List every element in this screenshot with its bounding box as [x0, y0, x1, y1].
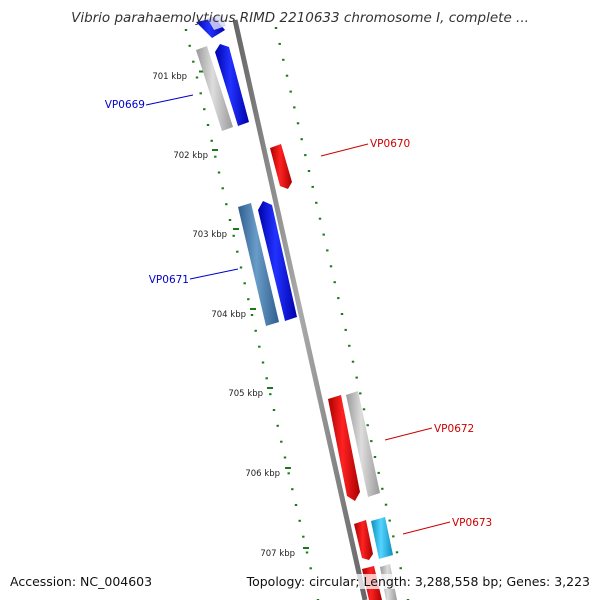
- genes-count: 3,223: [554, 574, 590, 589]
- gene-label-vp0671[interactable]: VP0671: [149, 268, 239, 286]
- gene-label-vp0669[interactable]: VP0669: [105, 94, 194, 111]
- gene-label-vp0670[interactable]: VP0670: [320, 138, 410, 157]
- length-label: Length:: [363, 574, 411, 589]
- ruler-tick-702: 702 kbp: [173, 149, 218, 161]
- ruler-tick-705: 705 kbp: [228, 387, 273, 399]
- kbp-label: 707 kbp: [260, 549, 295, 559]
- kbp-label: 704 kbp: [211, 310, 246, 320]
- gene-vp0672[interactable]: [328, 395, 360, 501]
- gene-name[interactable]: VP0672: [434, 423, 474, 435]
- backbone-line: [232, 19, 368, 600]
- ruler-tick-706: 706 kbp: [245, 467, 291, 479]
- genes-label: Genes:: [506, 574, 551, 589]
- accession-info: Accession: NC_004603: [10, 574, 153, 589]
- ruler-tick-704: 704 kbp: [211, 308, 256, 320]
- kbp-label: 703 kbp: [192, 230, 227, 240]
- kbp-label: 705 kbp: [228, 389, 263, 399]
- kbp-label: 706 kbp: [245, 469, 280, 479]
- ruler-tick-703: 703 kbp: [192, 228, 239, 240]
- gene-vp0670[interactable]: [270, 144, 292, 189]
- gene-name[interactable]: VP0673: [452, 517, 492, 529]
- kbp-label: 702 kbp: [173, 151, 208, 161]
- gene-vp0673-cog-bar: [371, 517, 393, 559]
- gene-name[interactable]: VP0669: [105, 99, 145, 111]
- accession-label: Accession:: [10, 574, 77, 589]
- gene-name[interactable]: VP0670: [370, 138, 410, 150]
- gene-name[interactable]: VP0671: [149, 274, 189, 286]
- tick-track-right: [274, 27, 410, 600]
- gene-label-vp0672[interactable]: VP0672: [384, 423, 474, 441]
- gene-vp0673[interactable]: [354, 520, 373, 560]
- length-value: 3,288,558 bp: [414, 574, 499, 589]
- gene-vp0669[interactable]: [215, 44, 249, 126]
- gene-features: [196, 15, 397, 600]
- topology-label: Topology:: [246, 574, 306, 589]
- topology-value: circular: [309, 574, 356, 589]
- tick-track-left: [184, 29, 320, 600]
- gene-vp0672-gc-bar: [346, 391, 380, 497]
- gene-top-partial[interactable]: [196, 15, 226, 38]
- map-title: Vibrio parahaemolyticus RIMD 2210633 chr…: [71, 10, 529, 26]
- accession-value: NC_004603: [80, 574, 153, 589]
- gene-labels: VP0669 VP0670 VP0671 VP0672 VP0673: [105, 94, 492, 535]
- kbp-label: 701 kbp: [152, 72, 187, 82]
- ruler-tick-707: 707 kbp: [260, 547, 309, 559]
- ruler: 701 kbp 702 kbp 703 kbp 704 kbp 705 kbp …: [152, 70, 309, 559]
- gene-vp0671-cog-bar: [238, 203, 279, 326]
- sequence-summary: Topology: circular; Length: 3,288,558 bp…: [246, 574, 590, 589]
- gene-vp0671[interactable]: [258, 201, 297, 321]
- gene-vp0669-gc-bar: [196, 46, 233, 131]
- gene-label-vp0673[interactable]: VP0673: [402, 517, 492, 535]
